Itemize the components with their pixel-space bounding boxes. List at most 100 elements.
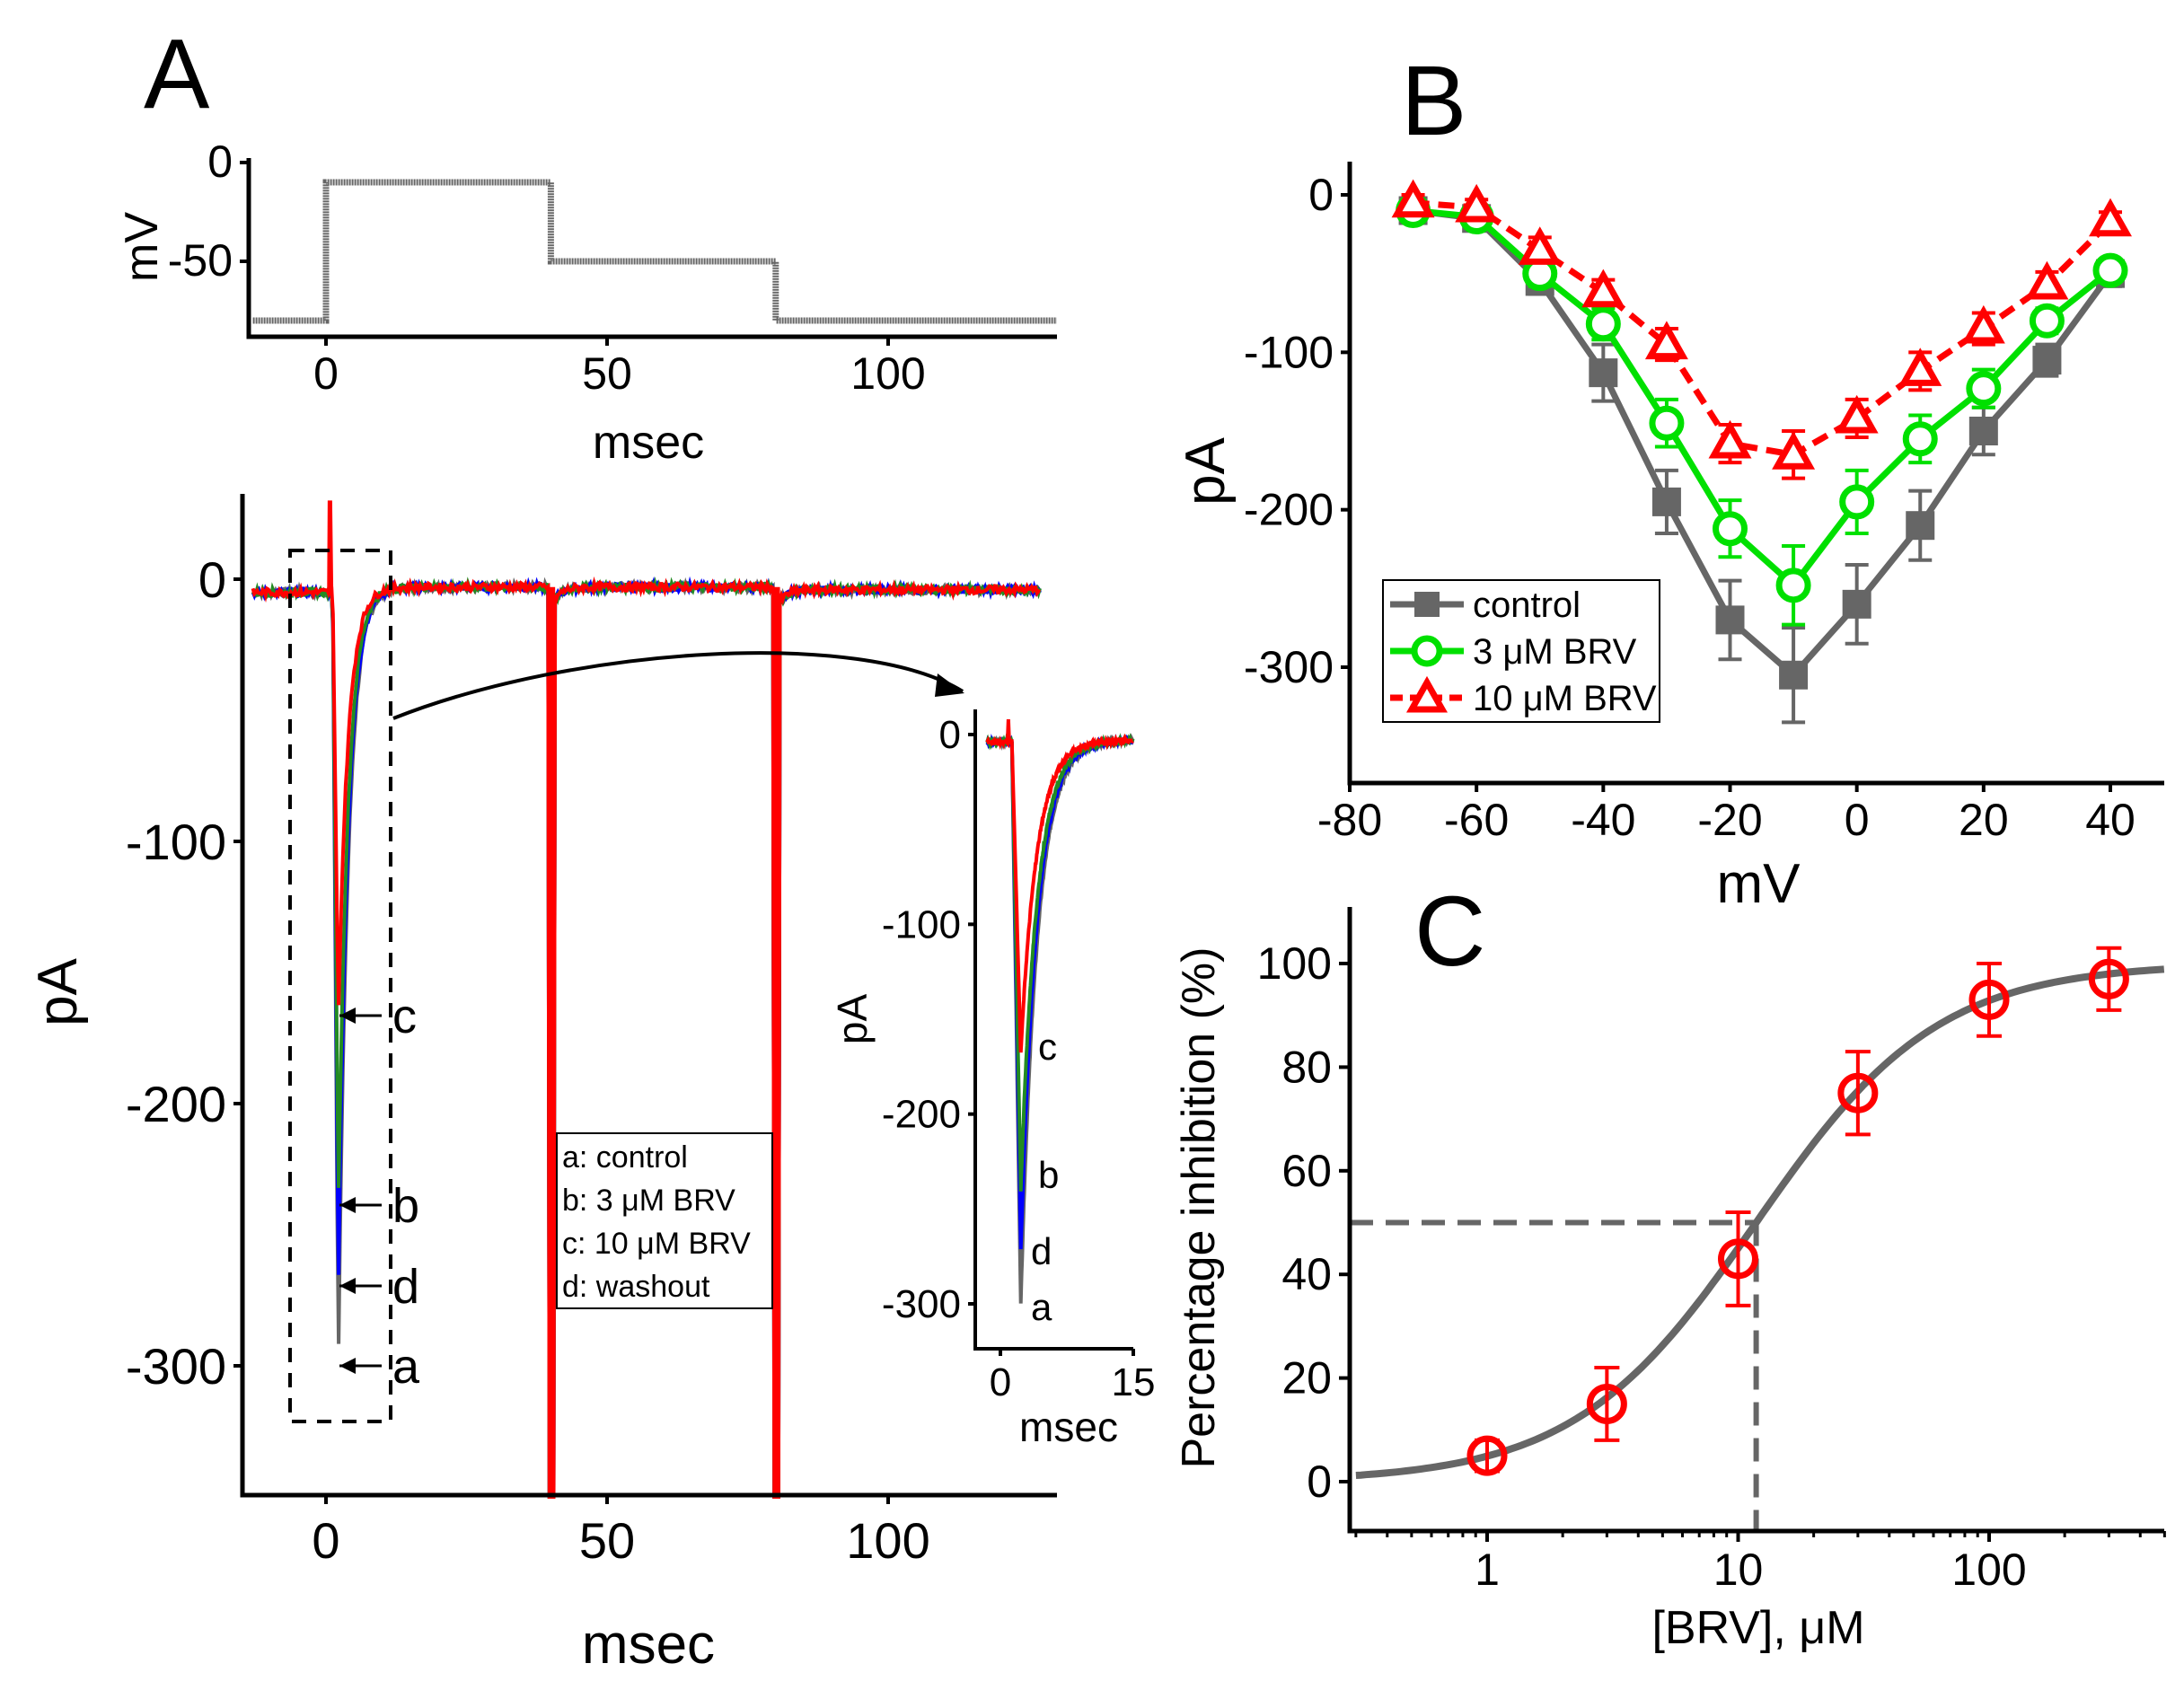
traces-legend-c: c: 10 μM BRV (562, 1227, 751, 1261)
traces-plot (251, 500, 1042, 1499)
iv-x-label: mV (1717, 853, 1801, 915)
traces-y-tick-label: 0 (198, 551, 226, 608)
dose-response-point (1968, 979, 2010, 1020)
protocol-trace (252, 179, 1057, 324)
protocol-chart: 0 50 100 0 -50 msec mV (116, 136, 1057, 469)
traces-x-tick-label: 100 (846, 1512, 929, 1569)
dose-response-x-tick-label: 1 (1475, 1545, 1500, 1595)
iv-point-10um (1581, 268, 1625, 308)
traces-y-tick-label: -200 (126, 1076, 226, 1132)
iv-y-label: pA (1175, 436, 1237, 505)
dose-response-y-tick-label: 80 (1281, 1042, 1332, 1092)
iv-point-control (1842, 589, 1871, 619)
peak-label-b: b (392, 1179, 419, 1233)
dose-response-point (1837, 1072, 1879, 1113)
iv-point-3um (2092, 252, 2128, 288)
protocol-y-tick-label: -50 (168, 235, 233, 286)
iv-point-10um (2025, 260, 2069, 300)
iv-point-3um (1839, 484, 1875, 520)
traces-axes (240, 494, 1057, 1498)
protocol-x-tick-label: 50 (582, 348, 632, 399)
dose-response-errbar (1725, 1210, 1751, 1307)
inset-y-label: pA (829, 994, 876, 1045)
iv-x-tick-label: -80 (1317, 795, 1382, 845)
iv-x-tick-label: 0 (1845, 795, 1870, 845)
dose-response-x-label: [BRV], μM (1651, 1602, 1864, 1654)
peak-arrowhead-d (339, 1278, 356, 1294)
iv-point-3um (1902, 421, 1938, 457)
trace-a (251, 576, 1042, 1499)
dose-response-y-tick-label: 60 (1281, 1146, 1332, 1196)
iv-point-10um (1518, 226, 1562, 265)
iv-point-10um (1961, 304, 2005, 344)
dose-response-errbar (1977, 962, 2002, 1038)
panel-letter-a: A (144, 19, 210, 129)
trace-c-artifact (327, 500, 334, 593)
peak-labels: c b d a (339, 990, 420, 1394)
peak-arrowhead-b (339, 1197, 356, 1213)
traces-legend: a: control b: 3 μM BRV c: 10 μM BRV d: w… (556, 1132, 773, 1309)
iv-point-control (1589, 358, 1618, 388)
panel-letter-b: B (1401, 46, 1466, 156)
iv-legend-label-10um: 10 μM BRV (1473, 679, 1657, 718)
iv-legend-marker-10um (1405, 675, 1449, 713)
dose-response-y-tick-label: 100 (1257, 938, 1332, 989)
iv-point-3um (1775, 568, 1811, 603)
protocol-y-label: mV (116, 212, 168, 282)
dose-response-plot (1350, 946, 2165, 1531)
dose-response-y-tick-label: 40 (1281, 1249, 1332, 1299)
panel-letter-c: C (1414, 876, 1485, 987)
inset-artifact (1005, 719, 1011, 743)
iv-legend-marker-control (1414, 592, 1440, 617)
iv-y-tick-label: 0 (1308, 170, 1334, 220)
iv-legend-label-3um: 3 μM BRV (1473, 632, 1637, 672)
dose-response-point (1586, 1383, 1627, 1424)
dose-response-chart: 1 10 100 0 20 40 60 80 100 [BRV], μM Percentage … (1173, 907, 2166, 1654)
iv-legend-label-control: control (1473, 585, 1581, 625)
zoom-arrow-head (935, 673, 964, 697)
traces-x-label: msec (582, 1614, 715, 1676)
peak-arrowhead-a (339, 1358, 356, 1374)
inset-trace-2 (985, 733, 1135, 1192)
iv-line-10um (1413, 199, 2113, 458)
iv-x-tick-label: 40 (2085, 795, 2136, 845)
dose-response-errbar (1845, 1050, 1871, 1137)
inset-trace-0 (985, 733, 1135, 1304)
dose-response-point (2088, 958, 2129, 999)
inset-trace-3 (985, 733, 1134, 1053)
iv-x-tick-label: 20 (1959, 795, 2009, 845)
iv-point-10um (1898, 348, 1942, 386)
peak-arrowhead-c (339, 1008, 356, 1024)
iv-point-10um (1391, 179, 1435, 218)
inset-chart: 0 15 0 -100 -200 -300 msec pA c b d a (829, 709, 1155, 1450)
iv-y-tick-label: -200 (1244, 485, 1334, 535)
peak-label-a: a (392, 1340, 420, 1394)
iv-point-3um (1649, 405, 1685, 441)
zoom-arrow (392, 651, 964, 720)
traces-y-tick-label: -300 (126, 1338, 226, 1395)
iv-point-3um (1966, 371, 2002, 407)
inset-y-tick-label: -300 (882, 1282, 961, 1326)
iv-legend-marker-3um (1411, 635, 1443, 667)
dose-response-y-tick-label: 0 (1307, 1457, 1332, 1507)
dose-response-y-tick-label: 20 (1281, 1353, 1332, 1404)
iv-point-10um (1708, 419, 1752, 459)
traces-legend-d: d: washout (562, 1270, 710, 1304)
iv-legend: control 3 μM BRV 10 μM BRV (1382, 579, 1660, 723)
iv-x-tick-label: -20 (1697, 795, 1762, 845)
inset-x-tick-label: 0 (990, 1360, 1011, 1404)
peak-label-d: d (392, 1260, 419, 1314)
traces-legend-box (556, 1132, 773, 1309)
iv-line-3um (1413, 207, 2113, 590)
dose-response-x-tick-label: 100 (1951, 1545, 2026, 1595)
inset-plot (985, 719, 1135, 1304)
dose-response-point (1718, 1238, 1758, 1280)
dose-response-axes (1347, 907, 2164, 1534)
traces-legend-a: a: control (562, 1140, 688, 1175)
inset-label-a: a (1031, 1286, 1052, 1328)
protocol-axes (246, 158, 1057, 339)
iv-plot (1391, 179, 2132, 725)
dose-response-fit (1355, 965, 2165, 1479)
traces-ticks: 0 50 100 0 -100 -200 -300 (126, 551, 930, 1569)
iv-point-3um (1585, 306, 1621, 342)
